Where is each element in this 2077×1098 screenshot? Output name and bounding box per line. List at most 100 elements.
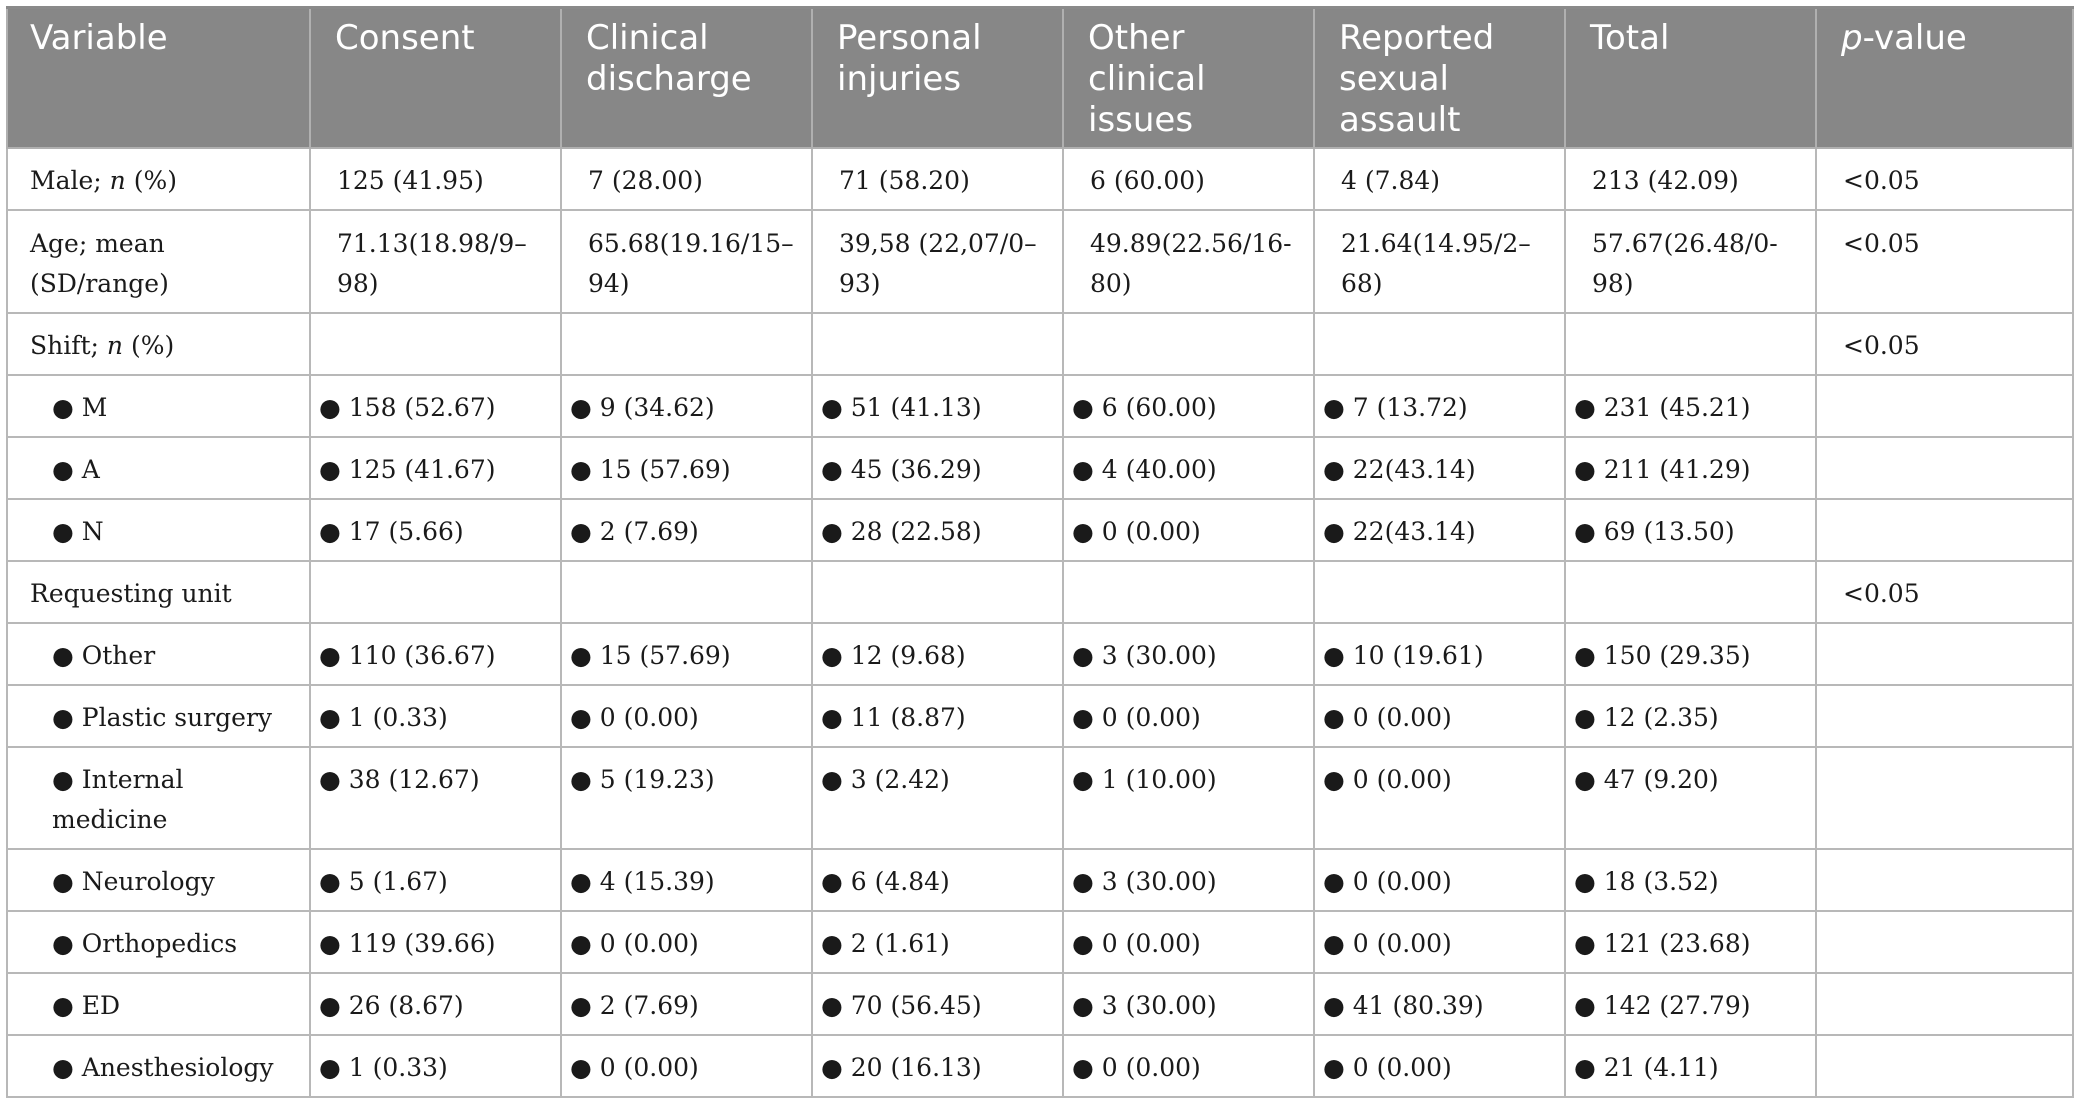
header-clinical-discharge: Clinical discharge [560, 6, 813, 149]
table-cell: ● 110 (36.67) [309, 622, 562, 686]
table-cell: ● 17 (5.66) [309, 498, 562, 562]
table-row: ● A ● 125 (41.67) ● 15 (57.69) ● 45 (36.29)… [6, 436, 2074, 500]
table-cell [1815, 436, 2074, 500]
table-cell: ● 41 (80.39) [1313, 972, 1566, 1036]
table-cell: ● 6 (4.84) [811, 848, 1064, 912]
table-cell: 213 (42.09) [1564, 147, 1817, 211]
table-cell: ● 2 (7.69) [560, 498, 813, 562]
table-cell: ● 3 (30.00) [1062, 622, 1315, 686]
row-label: ● Other [6, 622, 311, 686]
table-cell: ● 15 (57.69) [560, 436, 813, 500]
table-cell: ● 5 (19.23) [560, 746, 813, 850]
table-cell: ● 0 (0.00) [1062, 910, 1315, 974]
table-cell: ● 0 (0.00) [560, 684, 813, 748]
table-cell: ● 0 (0.00) [1062, 1034, 1315, 1098]
table-cell: <0.05 [1815, 209, 2074, 314]
row-label: ● Internal medicine [6, 746, 311, 850]
table-row: ● Plastic surgery ● 1 (0.33) ● 0 (0.00) ● 1… [6, 684, 2074, 748]
table-cell: ● 0 (0.00) [1313, 1034, 1566, 1098]
row-label: ● Neurology [6, 848, 311, 912]
table-cell: ● 2 (1.61) [811, 910, 1064, 974]
table-cell: ● 26 (8.67) [309, 972, 562, 1036]
table-cell [1564, 312, 1817, 376]
table-cell: ● 12 (2.35) [1564, 684, 1817, 748]
table-cell: 71.13(18.98/9–98) [309, 209, 562, 314]
table-cell: ● 70 (56.45) [811, 972, 1064, 1036]
table-cell: ● 45 (36.29) [811, 436, 1064, 500]
table-cell: ● 47 (9.20) [1564, 746, 1817, 850]
table-cell: ● 125 (41.67) [309, 436, 562, 500]
table-cell: ● 0 (0.00) [1062, 498, 1315, 562]
table-cell: ● 22(43.14) [1313, 498, 1566, 562]
table-cell: 4 (7.84) [1313, 147, 1566, 211]
table-cell: ● 121 (23.68) [1564, 910, 1817, 974]
table-row: ● ED ● 26 (8.67) ● 2 (7.69) ● 70 (56.45) ● 3… [6, 972, 2074, 1036]
table-cell [1815, 1034, 2074, 1098]
row-label-text: Shift; [30, 331, 107, 360]
row-label-italic: n [109, 166, 126, 195]
table-cell: ● 28 (22.58) [811, 498, 1064, 562]
row-label: ● Anesthesiology [6, 1034, 311, 1098]
row-label: Shift; n (%) [6, 312, 311, 376]
table-cell: ● 0 (0.00) [1313, 848, 1566, 912]
table-cell: ● 69 (13.50) [1564, 498, 1817, 562]
table-cell: ● 11 (8.87) [811, 684, 1064, 748]
table-cell [1815, 684, 2074, 748]
header-other-clinical-issues: Other clinical issues [1062, 6, 1315, 149]
table-cell: ● 12 (9.68) [811, 622, 1064, 686]
table-cell [1815, 910, 2074, 974]
row-label: ● Orthopedics [6, 910, 311, 974]
header-p-value: p-value [1815, 6, 2074, 149]
table-cell: 125 (41.95) [309, 147, 562, 211]
table-cell [811, 560, 1064, 624]
table-cell: ● 0 (0.00) [1313, 746, 1566, 850]
table-cell: <0.05 [1815, 147, 2074, 211]
table-cell: ● 0 (0.00) [1313, 910, 1566, 974]
row-label: ● A [6, 436, 311, 500]
row-label: ● N [6, 498, 311, 562]
row-label: Male; n (%) [6, 147, 311, 211]
table-cell: ● 1 (0.33) [309, 1034, 562, 1098]
table-cell: ● 10 (19.61) [1313, 622, 1566, 686]
header-p-value-rest: -value [1862, 18, 1967, 58]
table-cell: 65.68(19.16/15–94) [560, 209, 813, 314]
table-cell: ● 231 (45.21) [1564, 374, 1817, 438]
table-cell: 57.67(26.48/0-98) [1564, 209, 1817, 314]
header-personal-injuries: Personal injuries [811, 6, 1064, 149]
header-variable: Variable [6, 6, 311, 149]
table-row: Male; n (%) 125 (41.95) 7 (28.00) 71 (58.20… [6, 147, 2074, 211]
table-cell: ● 158 (52.67) [309, 374, 562, 438]
table-cell: ● 18 (3.52) [1564, 848, 1817, 912]
row-label-rest: (%) [123, 331, 175, 360]
table-row: ● Anesthesiology ● 1 (0.33) ● 0 (0.00) ● 20… [6, 1034, 2074, 1098]
table-row: Requesting unit <0.05 [6, 560, 2074, 624]
table-cell [309, 312, 562, 376]
table-cell: ● 3 (30.00) [1062, 972, 1315, 1036]
table-cell [1815, 848, 2074, 912]
table-cell [1062, 560, 1315, 624]
table-cell [1815, 746, 2074, 850]
table-cell [1815, 972, 2074, 1036]
table-cell: ● 15 (57.69) [560, 622, 813, 686]
header-row: Variable Consent Clinical discharge Pers… [6, 6, 2074, 149]
row-label: ● Plastic surgery [6, 684, 311, 748]
table-cell: ● 3 (30.00) [1062, 848, 1315, 912]
table-cell: 21.64(14.95/2–68) [1313, 209, 1566, 314]
table-cell: ● 119 (39.66) [309, 910, 562, 974]
table-cell: ● 9 (34.62) [560, 374, 813, 438]
header-total: Total [1564, 6, 1817, 149]
table-row: ● Orthopedics ● 119 (39.66) ● 0 (0.00) ● 2 … [6, 910, 2074, 974]
table-cell: ● 0 (0.00) [1062, 684, 1315, 748]
table-cell [1815, 374, 2074, 438]
table-cell: 49.89(22.56/16-80) [1062, 209, 1315, 314]
table-cell: 6 (60.00) [1062, 147, 1315, 211]
table-cell: <0.05 [1815, 312, 2074, 376]
table-cell: <0.05 [1815, 560, 2074, 624]
table-cell [1815, 498, 2074, 562]
table-cell: ● 150 (29.35) [1564, 622, 1817, 686]
table-cell [811, 312, 1064, 376]
table-cell: ● 142 (27.79) [1564, 972, 1817, 1036]
header-reported-sexual-assault: Reported sexual assault [1313, 6, 1566, 149]
row-label-italic: n [106, 331, 124, 360]
table-cell: 71 (58.20) [811, 147, 1064, 211]
